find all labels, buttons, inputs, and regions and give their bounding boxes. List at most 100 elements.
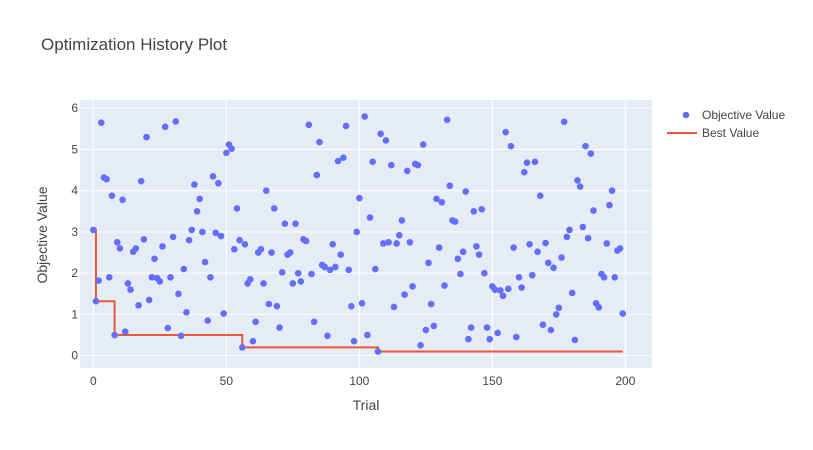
objective-point[interactable] [233,205,241,212]
objective-point[interactable] [127,286,134,293]
objective-point[interactable] [395,231,403,239]
objective-point[interactable] [310,318,318,326]
objective-point[interactable] [560,118,568,126]
objective-point[interactable] [377,130,384,138]
objective-point[interactable] [223,149,230,157]
objective-point[interactable] [193,208,201,215]
objective-point[interactable] [294,269,302,277]
objective-point[interactable] [491,286,499,293]
objective-point[interactable] [342,122,350,130]
objective-point[interactable] [544,259,552,267]
objective-point[interactable] [502,128,509,136]
objective-point[interactable] [364,331,371,339]
objective-point[interactable] [497,287,504,294]
objective-point[interactable] [584,234,592,242]
objective-point[interactable] [236,236,243,244]
objective-point[interactable] [547,326,555,334]
objective-point[interactable] [249,337,257,345]
objective-point[interactable] [116,245,124,252]
objective-point[interactable] [273,302,281,310]
objective-point[interactable] [289,280,297,287]
objective-point[interactable] [196,195,204,203]
objective-point[interactable] [92,297,100,305]
objective-point[interactable] [465,335,472,343]
objective-point[interactable] [401,291,408,298]
objective-point[interactable] [97,119,105,126]
objective-point[interactable] [550,264,557,272]
objective-point[interactable] [212,229,219,237]
objective-point[interactable] [108,192,116,199]
objective-point[interactable] [582,142,589,150]
objective-point[interactable] [124,280,132,287]
objective-point[interactable] [590,207,597,214]
objective-point[interactable] [164,324,172,332]
objective-point[interactable] [451,218,459,225]
objective-point[interactable] [172,118,180,125]
legend-item-objective-value[interactable]: Objective Value [682,108,786,122]
objective-point[interactable] [571,336,579,344]
objective-point[interactable] [121,328,129,336]
objective-point[interactable] [324,332,331,340]
objective-point[interactable] [419,141,427,148]
objective-point[interactable] [143,133,150,141]
objective-point[interactable] [316,138,323,146]
objective-point[interactable] [156,278,164,285]
objective-point[interactable] [220,310,227,317]
objective-point[interactable] [185,236,193,244]
legend-item-best-value[interactable]: Best Value [667,126,759,140]
objective-point[interactable] [228,145,235,152]
objective-point[interactable] [603,240,611,247]
objective-point[interactable] [95,277,102,284]
objective-point[interactable] [265,300,273,308]
objective-point[interactable] [329,241,337,248]
objective-point[interactable] [587,150,595,157]
objective-point[interactable] [180,265,188,273]
objective-point[interactable] [151,255,158,263]
objective-point[interactable] [457,270,464,278]
objective-point[interactable] [579,223,587,231]
objective-point[interactable] [177,332,185,340]
objective-point[interactable] [600,273,608,281]
objective-point[interactable] [337,251,345,258]
objective-point[interactable] [252,318,259,326]
objective-point[interactable] [462,188,470,195]
objective-point[interactable] [406,238,414,246]
objective-point[interactable] [175,290,182,298]
objective-point[interactable] [523,159,531,166]
objective-point[interactable] [414,161,422,169]
objective-point[interactable] [113,238,121,246]
objective-point[interactable] [574,177,581,184]
objective-point[interactable] [374,348,382,355]
objective-point[interactable] [528,271,536,279]
objective-point[interactable] [616,245,624,252]
objective-point[interactable] [393,240,400,247]
objective-point[interactable] [204,317,212,324]
objective-point[interactable] [340,154,347,162]
objective-point[interactable] [435,244,443,251]
objective-point[interactable] [145,296,153,304]
objective-point[interactable] [520,168,528,176]
objective-point[interactable] [111,331,118,339]
objective-point[interactable] [135,302,142,309]
objective-point[interactable] [518,284,525,291]
objective-point[interactable] [246,276,254,283]
objective-point[interactable] [536,192,544,199]
objective-point[interactable] [438,198,446,206]
objective-point[interactable] [305,121,313,129]
objective-point[interactable] [478,205,486,213]
objective-point[interactable] [326,266,334,274]
objective-point[interactable] [619,310,627,317]
objective-point[interactable] [308,270,315,278]
objective-point[interactable] [332,263,339,271]
objective-point[interactable] [443,116,451,124]
objective-point[interactable] [268,249,275,256]
objective-point[interactable] [385,238,392,246]
objective-point[interactable] [473,243,480,250]
objective-point[interactable] [262,187,270,195]
objective-point[interactable] [568,289,576,297]
objective-point[interactable] [459,248,467,256]
objective-point[interactable] [403,167,411,175]
objective-point[interactable] [595,304,603,311]
objective-point[interactable] [292,220,299,227]
objective-point[interactable] [563,233,571,241]
